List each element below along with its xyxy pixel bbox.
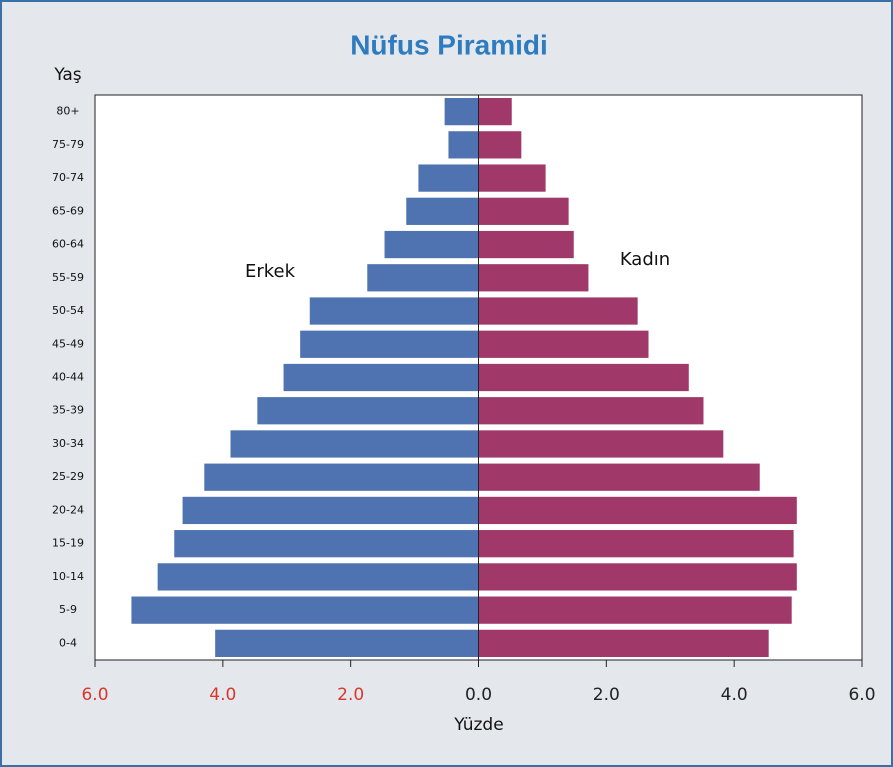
bar (478, 164, 546, 192)
bar (478, 563, 797, 591)
y-tick-label: 35-39 (52, 404, 84, 417)
y-tick-label: 70-74 (52, 171, 84, 184)
bar (444, 97, 479, 126)
bar (300, 330, 479, 358)
bar (478, 197, 569, 225)
bar (478, 297, 638, 325)
x-axis-label: Yüzde (453, 715, 503, 735)
bar (478, 363, 689, 392)
bar (230, 430, 479, 458)
x-tick-label: 6.0 (81, 685, 108, 705)
y-tick-label: 50-54 (52, 304, 84, 317)
bar (418, 164, 479, 192)
y-axis-label: Yaş (53, 65, 81, 85)
x-tick-label: 0.0 (465, 685, 492, 705)
bar (215, 629, 479, 658)
bar (182, 496, 479, 525)
bar (478, 496, 797, 525)
bar (131, 596, 479, 624)
bar (204, 463, 479, 491)
bar (478, 463, 760, 491)
x-tick-label: 6.0 (848, 685, 875, 705)
y-tick-label: 10-14 (52, 570, 84, 583)
bar (309, 297, 479, 325)
bar (448, 131, 479, 159)
x-tick-label: 2.0 (337, 685, 364, 705)
y-tick-label: 80+ (56, 105, 79, 118)
series-label: Kadın (620, 249, 670, 270)
chart-title: Nüfus Piramidi (350, 29, 548, 60)
bar (157, 563, 479, 591)
y-tick-label: 75-79 (52, 138, 84, 151)
bar (257, 397, 479, 425)
bar (478, 264, 589, 292)
y-tick-label: 20-24 (52, 503, 84, 516)
y-tick-label: 65-69 (52, 204, 84, 217)
y-tick-label: 0-4 (59, 636, 77, 649)
bar (367, 264, 479, 292)
x-tick-label: 4.0 (209, 685, 236, 705)
y-tick-label: 5-9 (59, 603, 77, 616)
y-tick-label: 60-64 (52, 238, 84, 251)
y-tick-label: 55-59 (52, 271, 84, 284)
bar (478, 330, 649, 358)
bar (478, 397, 704, 425)
bar (478, 596, 792, 624)
x-tick-label: 2.0 (593, 685, 620, 705)
y-tick-label: 15-19 (52, 537, 84, 550)
bar (478, 430, 724, 458)
y-tick-label: 30-34 (52, 437, 84, 450)
bar (478, 230, 574, 259)
y-tick-label: 25-29 (52, 470, 84, 483)
bar (478, 629, 769, 658)
bar (174, 530, 479, 558)
bar (478, 97, 512, 126)
x-tick-label: 4.0 (721, 685, 748, 705)
bar (478, 131, 522, 159)
bar (384, 230, 479, 259)
y-tick-label: 40-44 (52, 371, 84, 384)
series-label: Erkek (245, 261, 296, 282)
bar (478, 530, 794, 558)
bar (406, 197, 479, 225)
bar (283, 363, 479, 392)
y-tick-label: 45-49 (52, 337, 84, 350)
